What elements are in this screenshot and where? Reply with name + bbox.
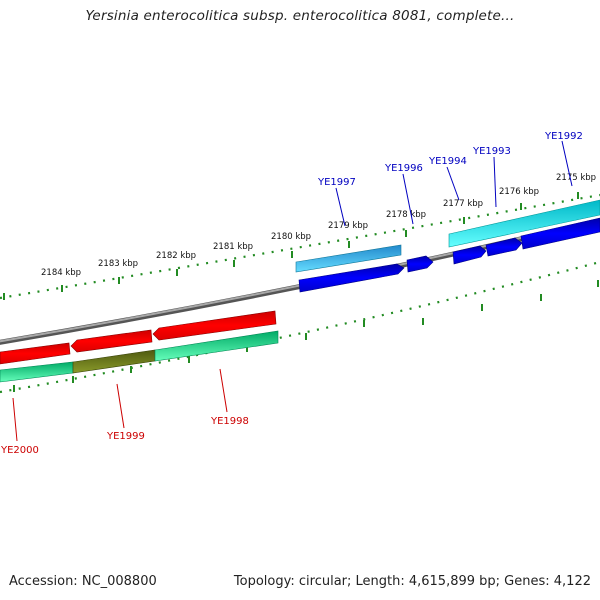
accession-text: Accession: NC_008800 bbox=[9, 574, 157, 589]
cds-arrow-red bbox=[152, 310, 277, 341]
kbp-label: 2178 kbp bbox=[386, 210, 426, 220]
gene-label: YE1994 bbox=[428, 156, 467, 167]
cds-arrow-red bbox=[70, 329, 153, 353]
feature-bar-green bbox=[154, 330, 279, 362]
kbp-label: 2183 kbp bbox=[98, 259, 138, 269]
cds-arrow bbox=[406, 255, 434, 273]
cds-arrow bbox=[485, 237, 523, 257]
kbp-label: 2175 kbp bbox=[556, 173, 596, 183]
cds-arrow bbox=[298, 263, 405, 293]
kbp-label: 2184 kbp bbox=[41, 268, 81, 278]
gene-label: YE1996 bbox=[384, 163, 423, 174]
reverse-features bbox=[0, 310, 279, 383]
kbp-label: 2179 kbp bbox=[328, 221, 368, 231]
kbp-label: 2176 kbp bbox=[499, 187, 539, 197]
cds-arrow-red bbox=[0, 342, 71, 365]
gene-label: YE1998 bbox=[210, 416, 249, 427]
gene-labels-bottom: YE2000 YE1999 YE1998 bbox=[0, 368, 249, 456]
cds-arrow bbox=[452, 245, 487, 265]
forward-features bbox=[295, 199, 600, 293]
gene-label: YE1999 bbox=[106, 431, 145, 442]
map-title: Yersinia enterocolitica subsp. enterocol… bbox=[85, 8, 515, 24]
gene-label: YE1997 bbox=[317, 177, 356, 188]
gene-label: YE2000 bbox=[0, 445, 39, 456]
kbp-label: 2182 kbp bbox=[156, 251, 196, 261]
gene-label: YE1993 bbox=[472, 146, 511, 157]
gene-labels-top: YE1997 YE1996 YE1994 YE1993 YE1992 bbox=[317, 131, 583, 227]
scale-labels: 2184 kbp 2183 kbp 2182 kbp 2181 kbp 2180… bbox=[41, 173, 596, 278]
cds-arrow bbox=[520, 217, 600, 250]
kbp-label: 2181 kbp bbox=[213, 242, 253, 252]
gene-label: YE1992 bbox=[544, 131, 583, 142]
feature-bar-light-blue bbox=[295, 244, 402, 273]
lower-scale bbox=[0, 260, 600, 394]
feature-bar-cyan bbox=[448, 199, 600, 248]
feature-bar-olive bbox=[72, 349, 156, 374]
topology-text: Topology: circular; Length: 4,615,899 bp… bbox=[233, 574, 591, 589]
kbp-label: 2180 kbp bbox=[271, 232, 311, 242]
feature-bar-green bbox=[0, 361, 74, 383]
kbp-label: 2177 kbp bbox=[443, 199, 483, 209]
upper-scale bbox=[0, 192, 600, 300]
